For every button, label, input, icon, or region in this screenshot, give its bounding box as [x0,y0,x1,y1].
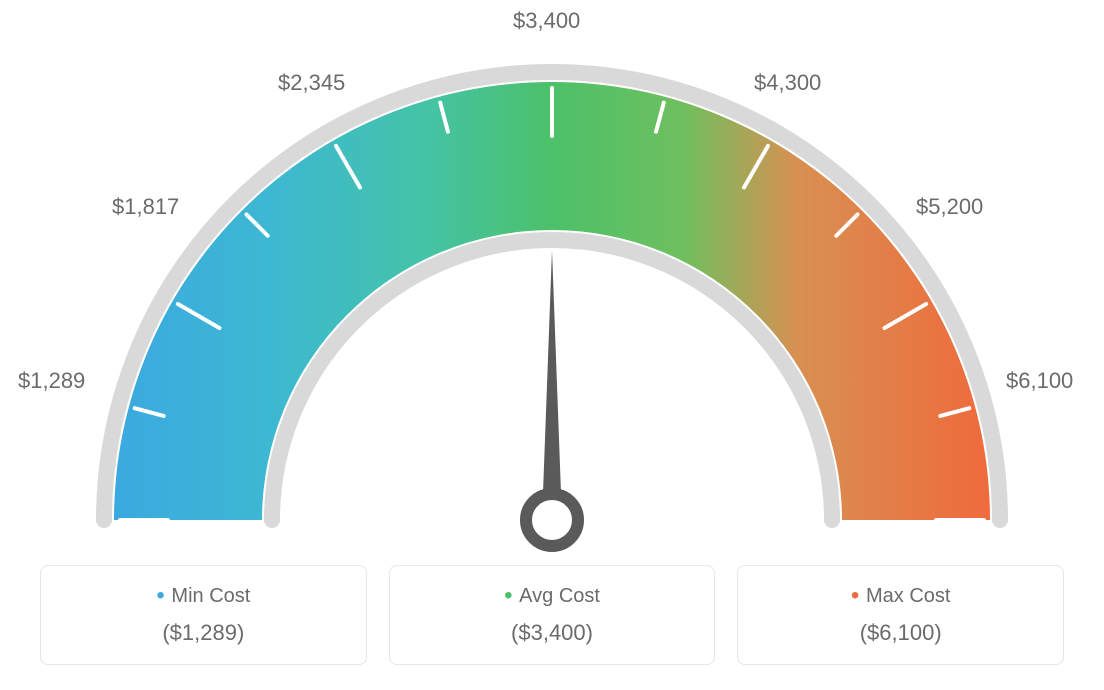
cost-gauge: $1,289 $1,817 $2,345 $3,400 $4,300 $5,200 $6,1… [0,0,1104,560]
gauge-tick-label: $3,400 [513,8,580,34]
legend-max-value: ($6,100) [748,620,1053,646]
legend-min-value: ($1,289) [51,620,356,646]
legend-avg-value: ($3,400) [400,620,705,646]
legend-max-label: Max Cost [748,582,1053,610]
gauge-tick-label: $1,289 [18,368,85,394]
gauge-tick-label: $6,100 [1006,368,1073,394]
legend-min: Min Cost ($1,289) [40,565,367,665]
gauge-tick-label: $2,345 [278,70,345,96]
legend-row: Min Cost ($1,289) Avg Cost ($3,400) Max … [40,565,1064,665]
legend-avg: Avg Cost ($3,400) [389,565,716,665]
gauge-svg [52,20,1052,560]
gauge-tick-label: $4,300 [754,70,821,96]
legend-max: Max Cost ($6,100) [737,565,1064,665]
legend-min-label: Min Cost [51,582,356,610]
legend-avg-label: Avg Cost [400,582,705,610]
gauge-tick-label: $5,200 [916,194,983,220]
gauge-tick-label: $1,817 [112,194,179,220]
